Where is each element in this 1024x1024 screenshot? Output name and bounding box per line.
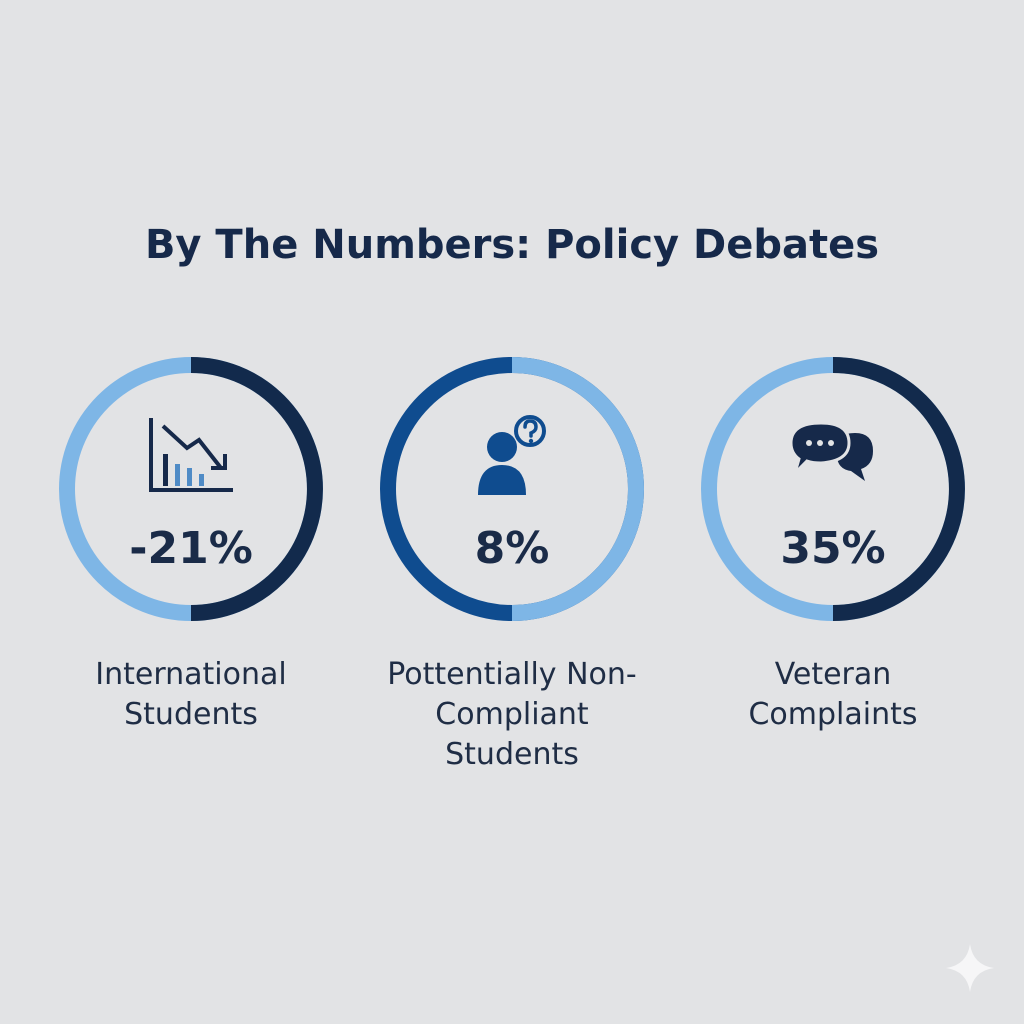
stat-card-international-students: -21% International Students	[51, 355, 331, 785]
stat-label-line: Students	[124, 697, 258, 732]
stat-label-line: Students	[445, 737, 579, 772]
page-title: By The Numbers: Policy Debates	[144, 222, 880, 268]
progress-ring	[699, 355, 967, 623]
person-question-icon	[372, 415, 652, 495]
stat-label-line: Compliant	[435, 697, 589, 732]
progress-ring	[57, 355, 325, 623]
declining-bar-chart-icon	[51, 415, 331, 495]
stat-value: 35%	[780, 523, 886, 574]
progress-ring	[378, 355, 646, 623]
stat-card-non-compliant-students: 8% Pottentially Non- Compliant Students	[372, 355, 652, 785]
stat-value: 8%	[474, 523, 550, 574]
stat-label-line: Pottentially Non-	[387, 657, 637, 692]
stat-label: Veteran Complaints	[693, 655, 973, 735]
stat-value: -21%	[129, 523, 253, 574]
stat-label-line: Complaints	[748, 697, 918, 732]
sparkle-icon	[942, 940, 998, 996]
stat-label-line: International	[95, 657, 287, 692]
stat-label: Pottentially Non- Compliant Students	[372, 655, 652, 775]
stat-label: International Students	[51, 655, 331, 735]
stat-label-line: Veteran	[774, 657, 892, 692]
stat-card-veteran-complaints: 35% Veteran Complaints	[693, 355, 973, 785]
speech-bubbles-icon	[693, 415, 973, 495]
